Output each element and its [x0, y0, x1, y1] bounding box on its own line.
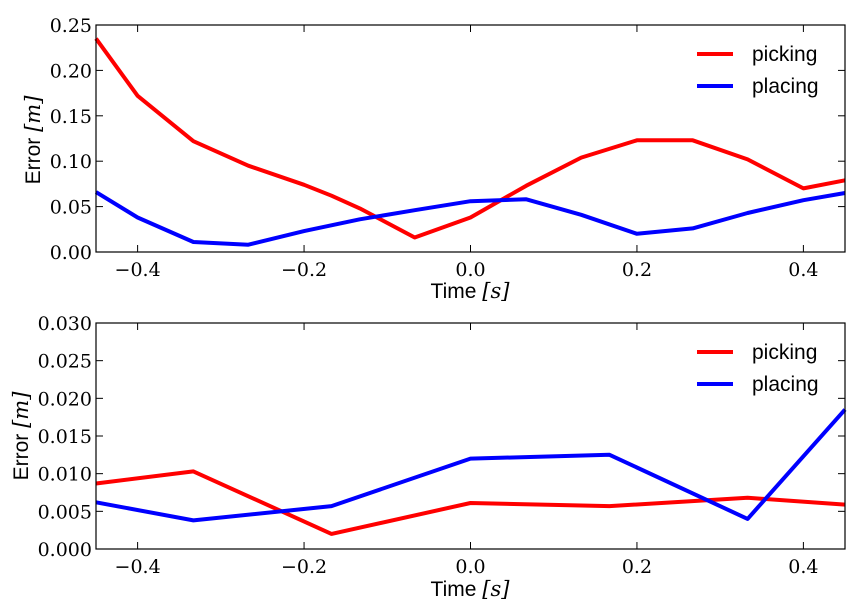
bottom-x-tick-label: −0.4 [115, 556, 161, 578]
top-legend-label-picking: picking [752, 43, 817, 66]
bottom-y-tick-label: 0.010 [38, 464, 92, 486]
top-x-axis-label-text: Time [431, 280, 477, 303]
bottom-y-axis: 0.000 0.005 0.010 0.015 0.020 0.025 0.030 [38, 313, 845, 561]
top-x-tick-label: 0.2 [622, 259, 652, 281]
bottom-x-tick-label: 0.4 [788, 556, 818, 578]
top-x-tick-label: −0.2 [281, 259, 327, 281]
top-x-tick-label: 0.4 [788, 259, 818, 281]
top-series-picking [94, 37, 846, 240]
bottom-axes-frame [95, 322, 846, 550]
top-series-placing [94, 190, 846, 247]
bottom-y-tick-label: 0.000 [38, 539, 92, 561]
top-legend: picking placing [697, 43, 819, 98]
top-y-axis-unit: [m] [21, 95, 45, 132]
chart-bottom: −0.4 −0.2 0.0 0.2 0.4 0.0000.0050.0100.0150.… [9, 313, 847, 601]
bottom-y-axis-label-text: Error [10, 434, 33, 481]
top-y-tick-label: 0.25 [50, 15, 92, 37]
chart-top: −0.4 −0.2 0.0 0.2 0.4 0.000.050.100.150.200.… [21, 15, 846, 303]
top-y-tick-label: 0.00 [50, 242, 92, 264]
top-y-axis-label: Error [m] [21, 95, 45, 185]
top-y-tick-label: 0.10 [50, 151, 92, 173]
top-y-axis: 0.00 0.05 0.10 0.15 0.20 0.25 [50, 15, 845, 264]
bottom-series-placing [95, 408, 847, 523]
bottom-y-axis-unit: [m] [9, 391, 33, 428]
bottom-x-tick-label: 0.0 [455, 556, 485, 578]
bottom-y-tick-label: 0.005 [38, 501, 92, 523]
top-y-tick-label: 0.20 [50, 60, 92, 82]
top-x-axis-unit: [s] [482, 279, 510, 303]
bottom-x-axis-unit: [s] [482, 577, 510, 601]
bottom-y-tick-label: 0.025 [38, 351, 92, 373]
bottom-y-tick-label: 0.030 [38, 313, 92, 335]
bottom-legend-label-picking: picking [752, 341, 817, 364]
bottom-y-tick-label: 0.015 [38, 426, 92, 448]
top-x-axis: −0.4 −0.2 0.0 0.2 0.4 [115, 25, 818, 281]
bottom-x-tick-label: −0.2 [281, 556, 327, 578]
top-y-tick-label: 0.05 [50, 197, 92, 219]
top-series-lines [94, 37, 846, 247]
bottom-x-axis-label-text: Time [431, 578, 477, 601]
bottom-x-axis-label: Time [s] [431, 577, 511, 601]
bottom-legend: picking placing [697, 341, 819, 396]
top-x-axis-label: Time [s] [431, 279, 511, 303]
bottom-plot-area [95, 408, 847, 536]
top-x-tick-label: 0.0 [455, 259, 485, 281]
top-y-axis-label-text: Error [22, 138, 45, 185]
bottom-legend-label-placing: placing [752, 373, 819, 396]
bottom-series-lines [95, 408, 847, 536]
top-y-tick-label: 0.15 [50, 106, 92, 128]
top-legend-label-placing: placing [752, 75, 819, 98]
bottom-x-axis: −0.4 −0.2 0.0 0.2 0.4 [115, 323, 818, 578]
bottom-series-picking [95, 469, 846, 536]
bottom-y-tick-label: 0.020 [38, 388, 92, 410]
bottom-y-axis-label: Error [m] [9, 391, 33, 481]
top-x-tick-label: −0.4 [115, 259, 161, 281]
bottom-x-tick-label: 0.2 [622, 556, 652, 578]
top-plot-area [94, 37, 846, 247]
